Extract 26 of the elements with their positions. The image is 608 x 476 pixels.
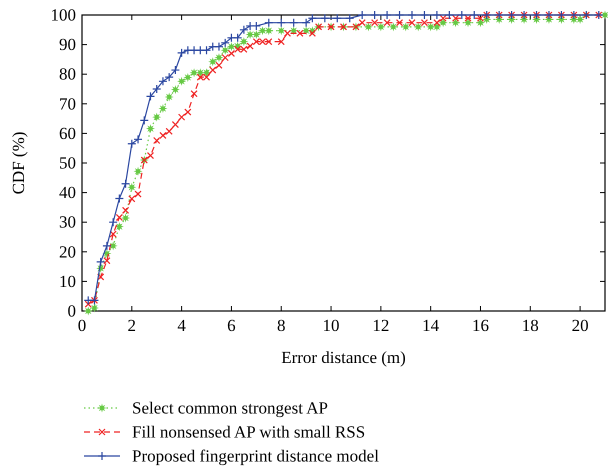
x-tick-label: 10 (322, 316, 340, 335)
y-tick-label: 10 (59, 272, 76, 291)
x-tick-label: 18 (522, 316, 539, 335)
x-tick-label: 6 (227, 316, 236, 335)
x-tick-label: 4 (177, 316, 186, 335)
y-tick-label: 40 (59, 183, 76, 202)
legend-label: Select common strongest AP (132, 398, 328, 418)
y-tick-label: 20 (59, 242, 76, 262)
y-tick-label: 70 (59, 94, 76, 114)
legend-label: Fill nonsensed AP with small RSS (132, 422, 366, 442)
x-axis-title: Error distance (m) (281, 348, 406, 367)
x-tick-label: 8 (276, 316, 286, 335)
x-tick-label: 20 (572, 316, 589, 335)
legend-label: Proposed fingerprint distance model (132, 446, 380, 466)
y-tick-label: 80 (59, 64, 76, 84)
y-tick-label: 100 (50, 6, 76, 24)
y-axis-title: CDF (%) (9, 132, 28, 194)
y-tick-label: 90 (59, 35, 76, 54)
x-tick-label: 2 (128, 316, 136, 335)
y-tick-label: 60 (59, 124, 76, 143)
x-tick-label: 12 (372, 316, 390, 335)
x-tick-label: 14 (422, 316, 440, 335)
y-tick-label: 50 (59, 154, 76, 172)
y-tick-label: 0 (68, 302, 76, 320)
y-tick-label: 30 (59, 212, 76, 232)
x-tick-label: 16 (472, 316, 489, 335)
